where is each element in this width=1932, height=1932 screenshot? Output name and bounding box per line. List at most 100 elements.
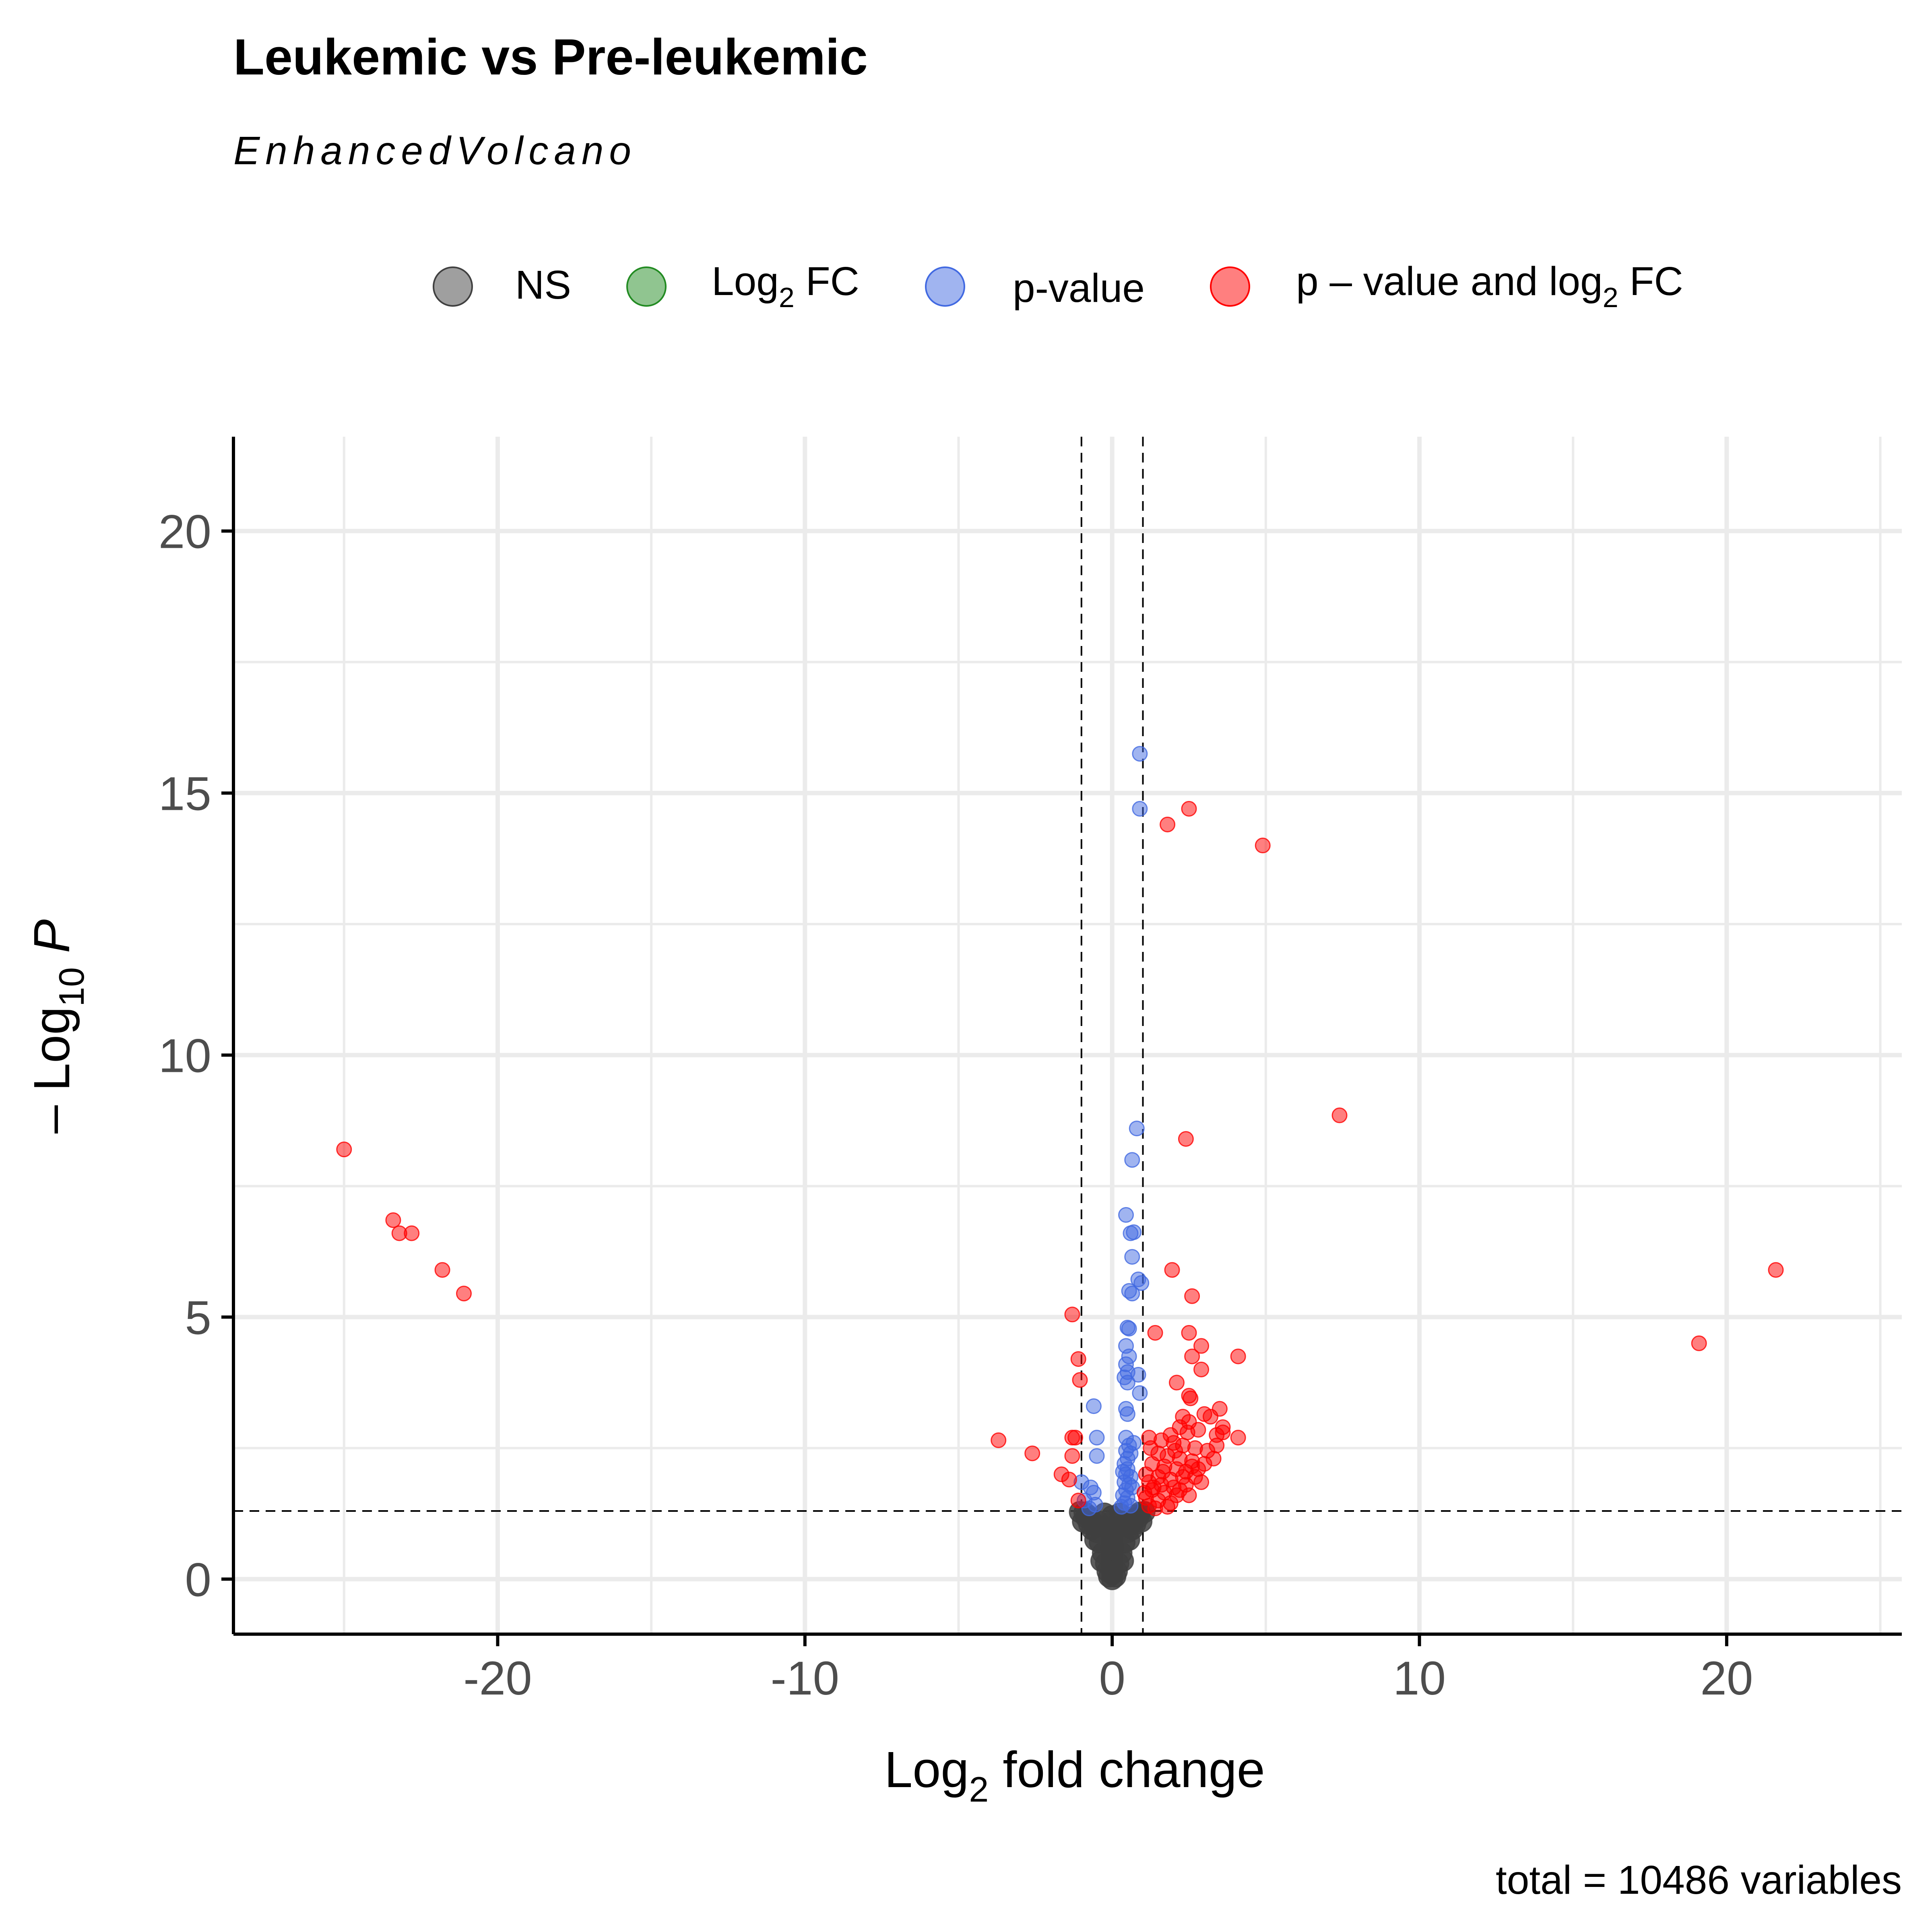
point-p	[1113, 1499, 1129, 1515]
point-both	[1061, 1472, 1077, 1488]
axes	[232, 437, 1902, 1636]
point-both	[1064, 1307, 1080, 1323]
point-both	[1193, 1338, 1210, 1354]
point-p	[1132, 1385, 1148, 1401]
chart-subtitle: EnhancedVolcano	[233, 128, 637, 173]
point-ns	[1130, 1510, 1153, 1533]
y-tick-label: 15	[159, 767, 211, 820]
point-p	[1089, 1448, 1105, 1464]
point-p	[1115, 1463, 1131, 1480]
point-p	[1086, 1398, 1102, 1414]
point-both	[336, 1141, 352, 1158]
point-p	[1089, 1430, 1105, 1446]
point-both	[1768, 1262, 1784, 1278]
point-p	[1124, 1249, 1140, 1265]
point-both	[456, 1286, 472, 1302]
point-both	[1160, 816, 1176, 832]
chart-title: Leukemic vs Pre-leukemic	[233, 29, 868, 85]
cutoff-lines	[233, 437, 1902, 1634]
point-both	[1193, 1362, 1210, 1378]
point-p	[1132, 746, 1148, 762]
legend-key-fc	[626, 266, 667, 307]
y-axis-label: – Log10 P	[23, 919, 91, 1133]
point-both	[1230, 1348, 1246, 1364]
point-both	[1255, 838, 1271, 854]
point-both	[404, 1225, 420, 1241]
point-both	[1184, 1288, 1200, 1304]
legend-label-ns: NS	[515, 262, 571, 308]
point-both	[991, 1432, 1007, 1448]
y-tick-label: 20	[159, 505, 211, 558]
point-p	[1118, 1207, 1134, 1223]
point-p	[1081, 1501, 1097, 1517]
y-tick-label: 0	[185, 1553, 211, 1606]
point-both	[1183, 1390, 1199, 1406]
point-both	[1164, 1262, 1180, 1278]
point-both	[1155, 1463, 1171, 1480]
legend-label-both: p – value and log2 FC	[1296, 259, 1683, 313]
point-both	[1196, 1456, 1212, 1472]
point-both	[1162, 1427, 1179, 1443]
point-both	[1184, 1348, 1200, 1364]
y-axis-ticks: 0 5 10 15 20	[159, 505, 233, 1606]
point-both	[1024, 1445, 1040, 1461]
x-tick-label: 0	[1099, 1652, 1125, 1705]
point-both	[1072, 1372, 1088, 1388]
legend: NS Log2 FC p-value p – value and log2 FC	[433, 259, 1683, 313]
point-both	[1064, 1448, 1080, 1464]
point-both	[1181, 801, 1197, 817]
point-both	[1168, 1375, 1185, 1391]
point-both	[1331, 1107, 1348, 1123]
point-both	[1230, 1430, 1246, 1446]
point-ns	[1102, 1536, 1125, 1559]
data-points	[336, 746, 1784, 1590]
point-p	[1121, 1321, 1137, 1337]
point-both	[1178, 1131, 1194, 1147]
point-ns	[1104, 1518, 1127, 1541]
minor-gridlines	[233, 437, 1902, 1634]
point-p	[1126, 1224, 1142, 1240]
point-p	[1129, 1121, 1145, 1137]
legend-key-ns	[433, 266, 473, 307]
point-both	[385, 1212, 401, 1228]
point-both	[1215, 1424, 1231, 1441]
point-both	[1136, 1484, 1152, 1501]
point-both	[1691, 1335, 1707, 1351]
x-tick-label: 10	[1393, 1652, 1446, 1705]
point-both	[1067, 1430, 1084, 1446]
y-tick-label: 5	[185, 1291, 211, 1344]
chart-caption: total = 10486 variables	[1496, 1858, 1902, 1903]
point-p	[1124, 1152, 1140, 1168]
x-axis-ticks: -20 -10 0 10 20	[463, 1634, 1753, 1705]
point-both	[1202, 1409, 1218, 1425]
point-both	[1070, 1351, 1086, 1367]
point-p	[1133, 1275, 1150, 1291]
x-tick-label: 20	[1700, 1652, 1753, 1705]
point-both	[1181, 1325, 1197, 1341]
point-both	[1143, 1440, 1159, 1456]
point-both	[1160, 1499, 1176, 1515]
x-axis-label: Log2 fold change	[884, 1741, 1265, 1809]
point-both	[1147, 1325, 1163, 1341]
legend-key-p	[925, 266, 965, 307]
point-both	[1193, 1474, 1210, 1490]
point-p	[1119, 1406, 1135, 1422]
point-both	[1167, 1443, 1183, 1459]
legend-label-p: p-value	[1013, 266, 1145, 311]
x-tick-label: -10	[771, 1652, 840, 1705]
point-both	[1070, 1492, 1086, 1509]
point-both	[434, 1262, 450, 1278]
y-tick-label: 10	[159, 1029, 211, 1082]
point-p	[1119, 1375, 1135, 1391]
x-tick-label: -20	[463, 1652, 532, 1705]
point-p	[1126, 1435, 1142, 1451]
point-both	[1181, 1487, 1197, 1503]
point-p	[1124, 1286, 1140, 1302]
legend-label-fc: Log2 FC	[712, 259, 859, 313]
point-p	[1132, 801, 1148, 817]
legend-key-both	[1210, 266, 1250, 307]
point-p	[1130, 1367, 1146, 1383]
point-both	[1209, 1437, 1225, 1453]
